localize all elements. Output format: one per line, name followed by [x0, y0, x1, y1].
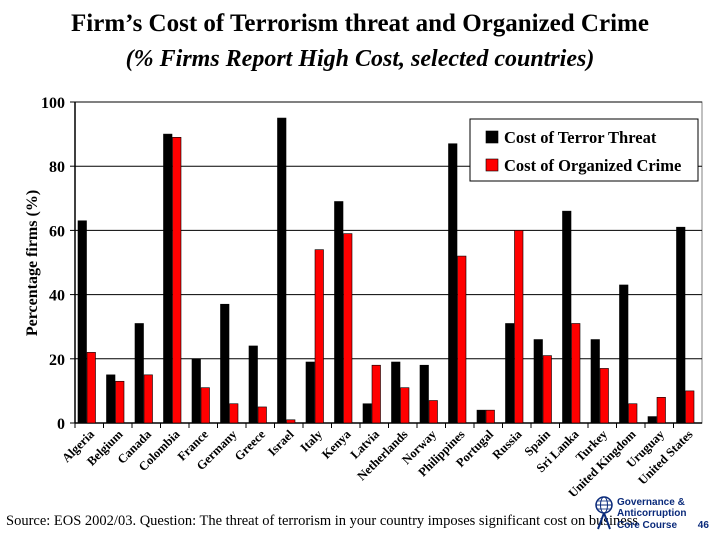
y-tick-label: 20 [49, 352, 65, 369]
bar-crime-italy [314, 249, 324, 424]
bar-terror-philippines [448, 143, 458, 424]
y-axis-label: Percentage firms (%) [24, 190, 41, 336]
bar-terror-norway [419, 364, 429, 424]
bar-crime-russia [514, 230, 524, 424]
bar-crime-portugal [485, 409, 495, 424]
bar-terror-turkey [590, 339, 600, 424]
bar-crime-greece [257, 406, 267, 424]
legend-swatch-crime [485, 158, 499, 172]
course-logo: Governance & Anticorruption Core Course … [595, 493, 717, 537]
bar-terror-france [191, 358, 201, 424]
bar-terror-uruguay [647, 416, 657, 424]
source-note: Source: EOS 2002/03. Question: The threa… [6, 513, 639, 529]
bar-terror-colombia [163, 133, 173, 424]
x-tick-label: Russia [490, 427, 525, 462]
globe-icon [595, 496, 613, 530]
bar-terror-netherlands [391, 361, 401, 424]
bar-crime-united-kingdom [628, 403, 638, 424]
bar-terror-italy [305, 361, 315, 424]
bar-terror-germany [220, 303, 230, 424]
bar-terror-spain [533, 339, 543, 424]
x-tick-label: Kenya [319, 427, 354, 462]
y-tick-label: 40 [49, 288, 65, 305]
bar-crime-latvia [371, 364, 381, 424]
bar-terror-belgium [106, 374, 116, 424]
logo-line-2: Anticorruption [617, 508, 687, 519]
bar-terror-united-states [676, 226, 686, 424]
y-tick-label: 80 [49, 159, 65, 176]
bar-terror-latvia [362, 403, 372, 424]
y-tick-label: 60 [49, 223, 65, 240]
bar-terror-united-kingdom [619, 284, 629, 424]
logo-line-3: Core Course [617, 520, 678, 531]
bar-crime-germany [229, 403, 239, 424]
page-number: 46 [697, 520, 709, 531]
bar-terror-portugal [476, 409, 486, 424]
legend-box [469, 118, 699, 182]
bar-crime-united-states [685, 390, 695, 424]
legend-swatch-terror [485, 130, 499, 144]
bar-terror-greece [248, 345, 258, 424]
bar-crime-turkey [599, 368, 609, 424]
bar-crime-israel [286, 419, 296, 424]
bar-crime-sri-lanka [571, 323, 581, 424]
logo-caption: Governance & Anticorruption [617, 497, 686, 519]
bar-terror-israel [277, 117, 287, 424]
x-tick-label: Greece [232, 427, 269, 464]
bar-terror-canada [134, 323, 144, 424]
y-tick-label: 0 [57, 416, 65, 433]
bar-crime-france [200, 387, 210, 424]
bar-crime-uruguay [656, 397, 666, 424]
chart-subtitle: (% Firms Report High Cost, selected coun… [125, 46, 595, 72]
bar-crime-philippines [457, 255, 467, 424]
logo-course-line: Core Course 46 [617, 520, 709, 531]
bar-crime-kenya [343, 233, 353, 424]
x-tick-label: Israel [265, 427, 297, 459]
bar-crime-canada [143, 374, 153, 424]
bar-crime-netherlands [400, 387, 410, 424]
logo-line-1: Governance & [617, 497, 685, 508]
bar-terror-algeria [77, 220, 87, 424]
bar-terror-russia [505, 323, 515, 424]
bar-crime-norway [428, 400, 438, 424]
legend-label-crime: Cost of Organized Crime [504, 156, 681, 175]
bar-crime-belgium [115, 380, 125, 424]
bar-crime-spain [542, 355, 552, 424]
legend-label-terror: Cost of Terror Threat [504, 128, 657, 147]
bar-terror-kenya [334, 201, 344, 424]
chart-title: Firm’s Cost of Terrorism threat and Orga… [71, 10, 649, 37]
bar-crime-algeria [86, 352, 96, 424]
bar-terror-sri-lanka [562, 210, 572, 424]
bar-crime-colombia [172, 137, 182, 424]
y-tick-label: 100 [41, 95, 65, 112]
